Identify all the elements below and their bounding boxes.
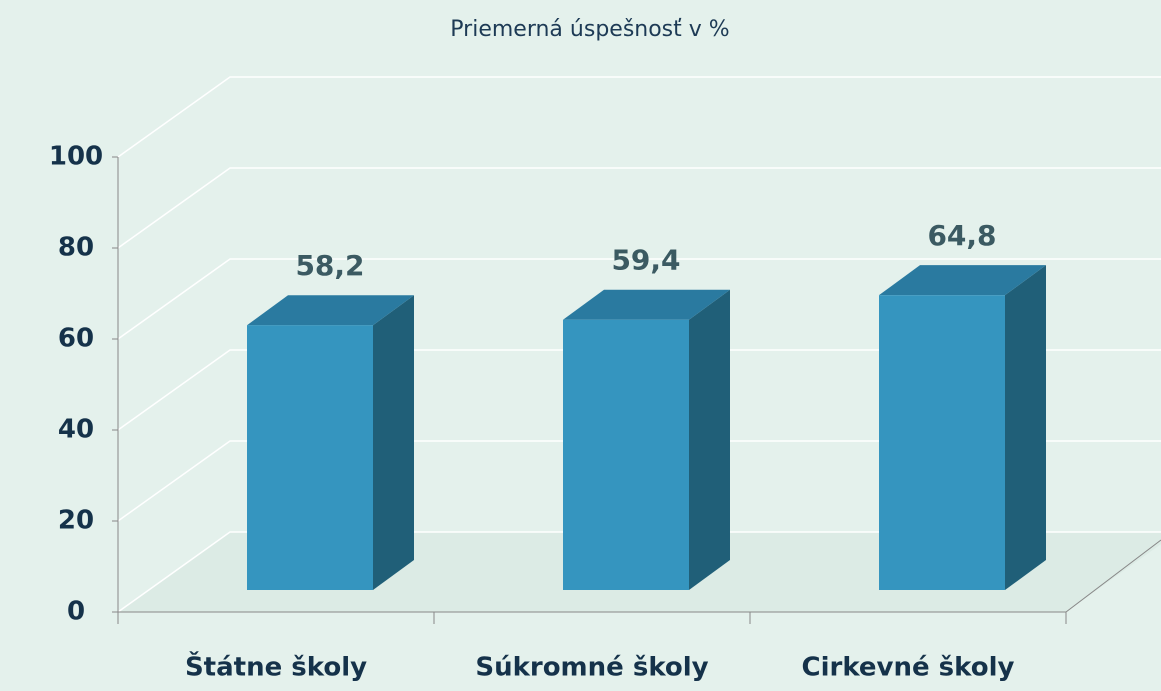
grid-line — [117, 440, 1161, 522]
y-tick-label: 0 — [67, 597, 85, 627]
chart-title: Priemerná úspešnosť v % — [450, 17, 729, 42]
x-tick-label: Štátne školy — [185, 651, 367, 683]
bar — [247, 325, 373, 590]
value-label: 59,4 — [611, 244, 680, 277]
bar-side — [689, 289, 730, 590]
grid-line — [117, 349, 1161, 431]
bar-side — [1005, 265, 1046, 590]
bar-top — [247, 295, 414, 326]
bar-top — [879, 265, 1046, 296]
y-tick-label: 80 — [58, 233, 94, 263]
x-tick-label: Súkromné školy — [475, 653, 708, 683]
grid-line — [117, 258, 1161, 340]
grid-line — [117, 167, 1161, 249]
value-label: 64,8 — [927, 219, 996, 252]
grid-line — [117, 531, 1161, 613]
bar — [879, 295, 1005, 590]
y-tick-label: 60 — [58, 324, 94, 354]
x-tick-label: Cirkevné školy — [802, 653, 1015, 683]
value-label: 58,2 — [295, 249, 364, 282]
y-tick-label: 20 — [58, 506, 94, 536]
y-tick-label: 40 — [58, 415, 94, 445]
bar-side — [373, 295, 414, 590]
y-tick-label: 100 — [49, 142, 103, 172]
grid-line — [117, 76, 1161, 158]
bar — [563, 319, 689, 590]
bar-top — [563, 289, 730, 320]
